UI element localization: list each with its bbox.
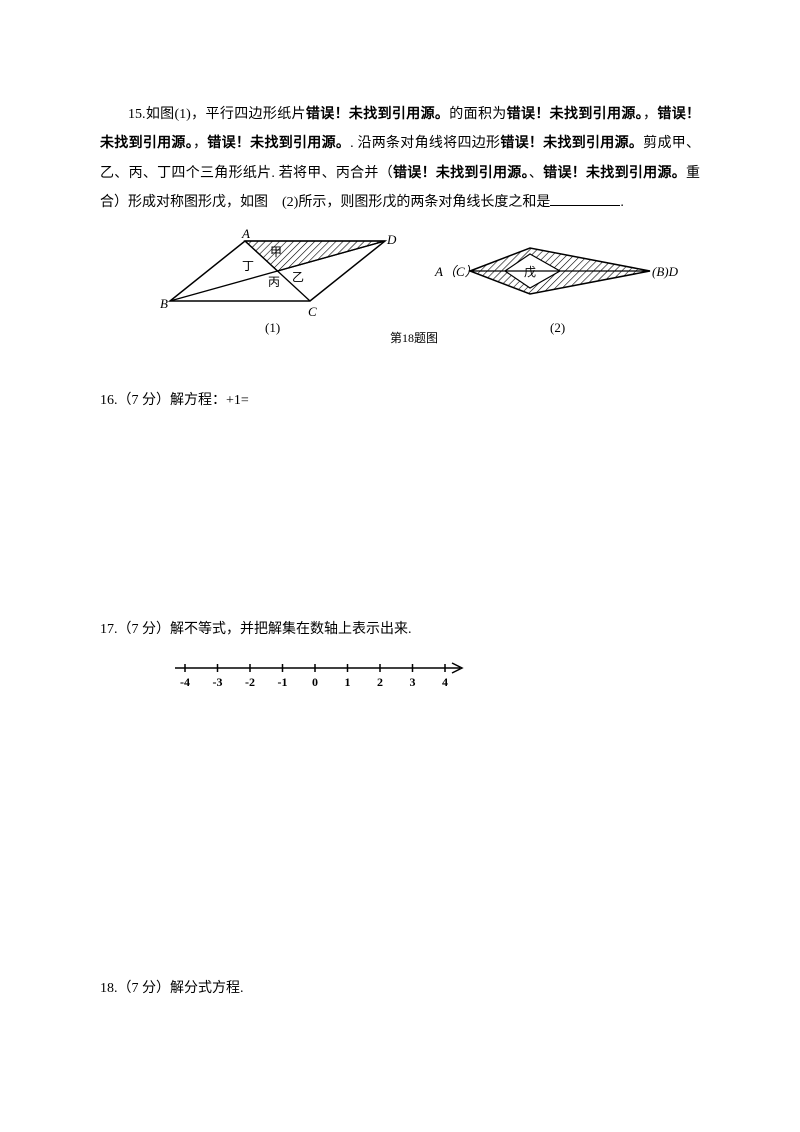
svg-text:1: 1 (345, 675, 351, 689)
label-A: A (241, 226, 250, 241)
q15-t9: . (620, 195, 624, 210)
svg-text:-1: -1 (278, 675, 288, 689)
q15-err7: 错误！未找到引用源。 (543, 166, 686, 181)
figure-18: A D B C 甲 乙 丙 丁 (1) A（C） (B)D (160, 226, 700, 356)
label-wu: 戊 (524, 265, 536, 279)
label-sub2: (2) (550, 320, 565, 335)
label-ding: 丁 (242, 259, 254, 273)
svg-text:-4: -4 (180, 675, 190, 689)
label-sub1: (1) (265, 320, 280, 335)
label-D: D (386, 232, 397, 247)
figure-2-group: A（C） (B)D 戊 (2) (434, 248, 679, 335)
blank-fill (550, 191, 620, 206)
figure-caption: 第18题图 (390, 331, 438, 345)
label-C: C (308, 304, 317, 319)
q15-err2: 错误！未找到引用源。 (507, 107, 643, 122)
q15-t5: . 沿两条对角线将四边形 (350, 136, 500, 151)
q15-t2: 的面积为 (449, 107, 506, 122)
svg-text:0: 0 (312, 675, 318, 689)
label-jia: 甲 (270, 245, 282, 259)
q16-text: 16.（7 分）解方程：+1= (100, 386, 700, 415)
q15-err4: 错误！未找到引用源。 (207, 136, 350, 151)
svg-text:4: 4 (442, 675, 448, 689)
q15-err1: 错误！未找到引用源。 (306, 107, 449, 122)
q18-text: 18.（7 分）解分式方程. (100, 974, 700, 1003)
label-yi: 乙 (292, 270, 304, 284)
q17-text: 17.（7 分）解不等式，并把解集在数轴上表示出来. (100, 615, 700, 644)
geometry-diagram: A D B C 甲 乙 丙 丁 (1) A（C） (B)D (160, 226, 680, 346)
label-bing: 丙 (268, 275, 280, 289)
q15-t4: ， (193, 136, 207, 151)
q15-err5: 错误！未找到引用源。 (500, 136, 643, 151)
label-AC: A（C） (434, 264, 478, 279)
number-line: -4 -3 -2 -1 0 1 2 3 4 (160, 654, 700, 694)
number-line-svg: -4 -3 -2 -1 0 1 2 3 4 (160, 654, 480, 694)
figure-1-group: A D B C 甲 乙 丙 丁 (1) (160, 226, 397, 335)
q15-t7: 、 (529, 166, 543, 181)
label-BD: (B)D (652, 264, 679, 279)
svg-text:2: 2 (377, 675, 383, 689)
q15-t3: ， (643, 107, 657, 122)
svg-text:-2: -2 (245, 675, 255, 689)
q15-paragraph: 15.如图(1)，平行四边形纸片错误！未找到引用源。的面积为错误！未找到引用源。… (100, 100, 700, 218)
svg-text:-3: -3 (213, 675, 223, 689)
q15-t1: 15.如图(1)，平行四边形纸片 (128, 107, 306, 122)
document-page: 15.如图(1)，平行四边形纸片错误！未找到引用源。的面积为错误！未找到引用源。… (0, 0, 800, 1004)
label-B: B (160, 296, 168, 311)
q15-err6: 错误！未找到引用源。 (393, 166, 529, 181)
svg-text:3: 3 (410, 675, 416, 689)
